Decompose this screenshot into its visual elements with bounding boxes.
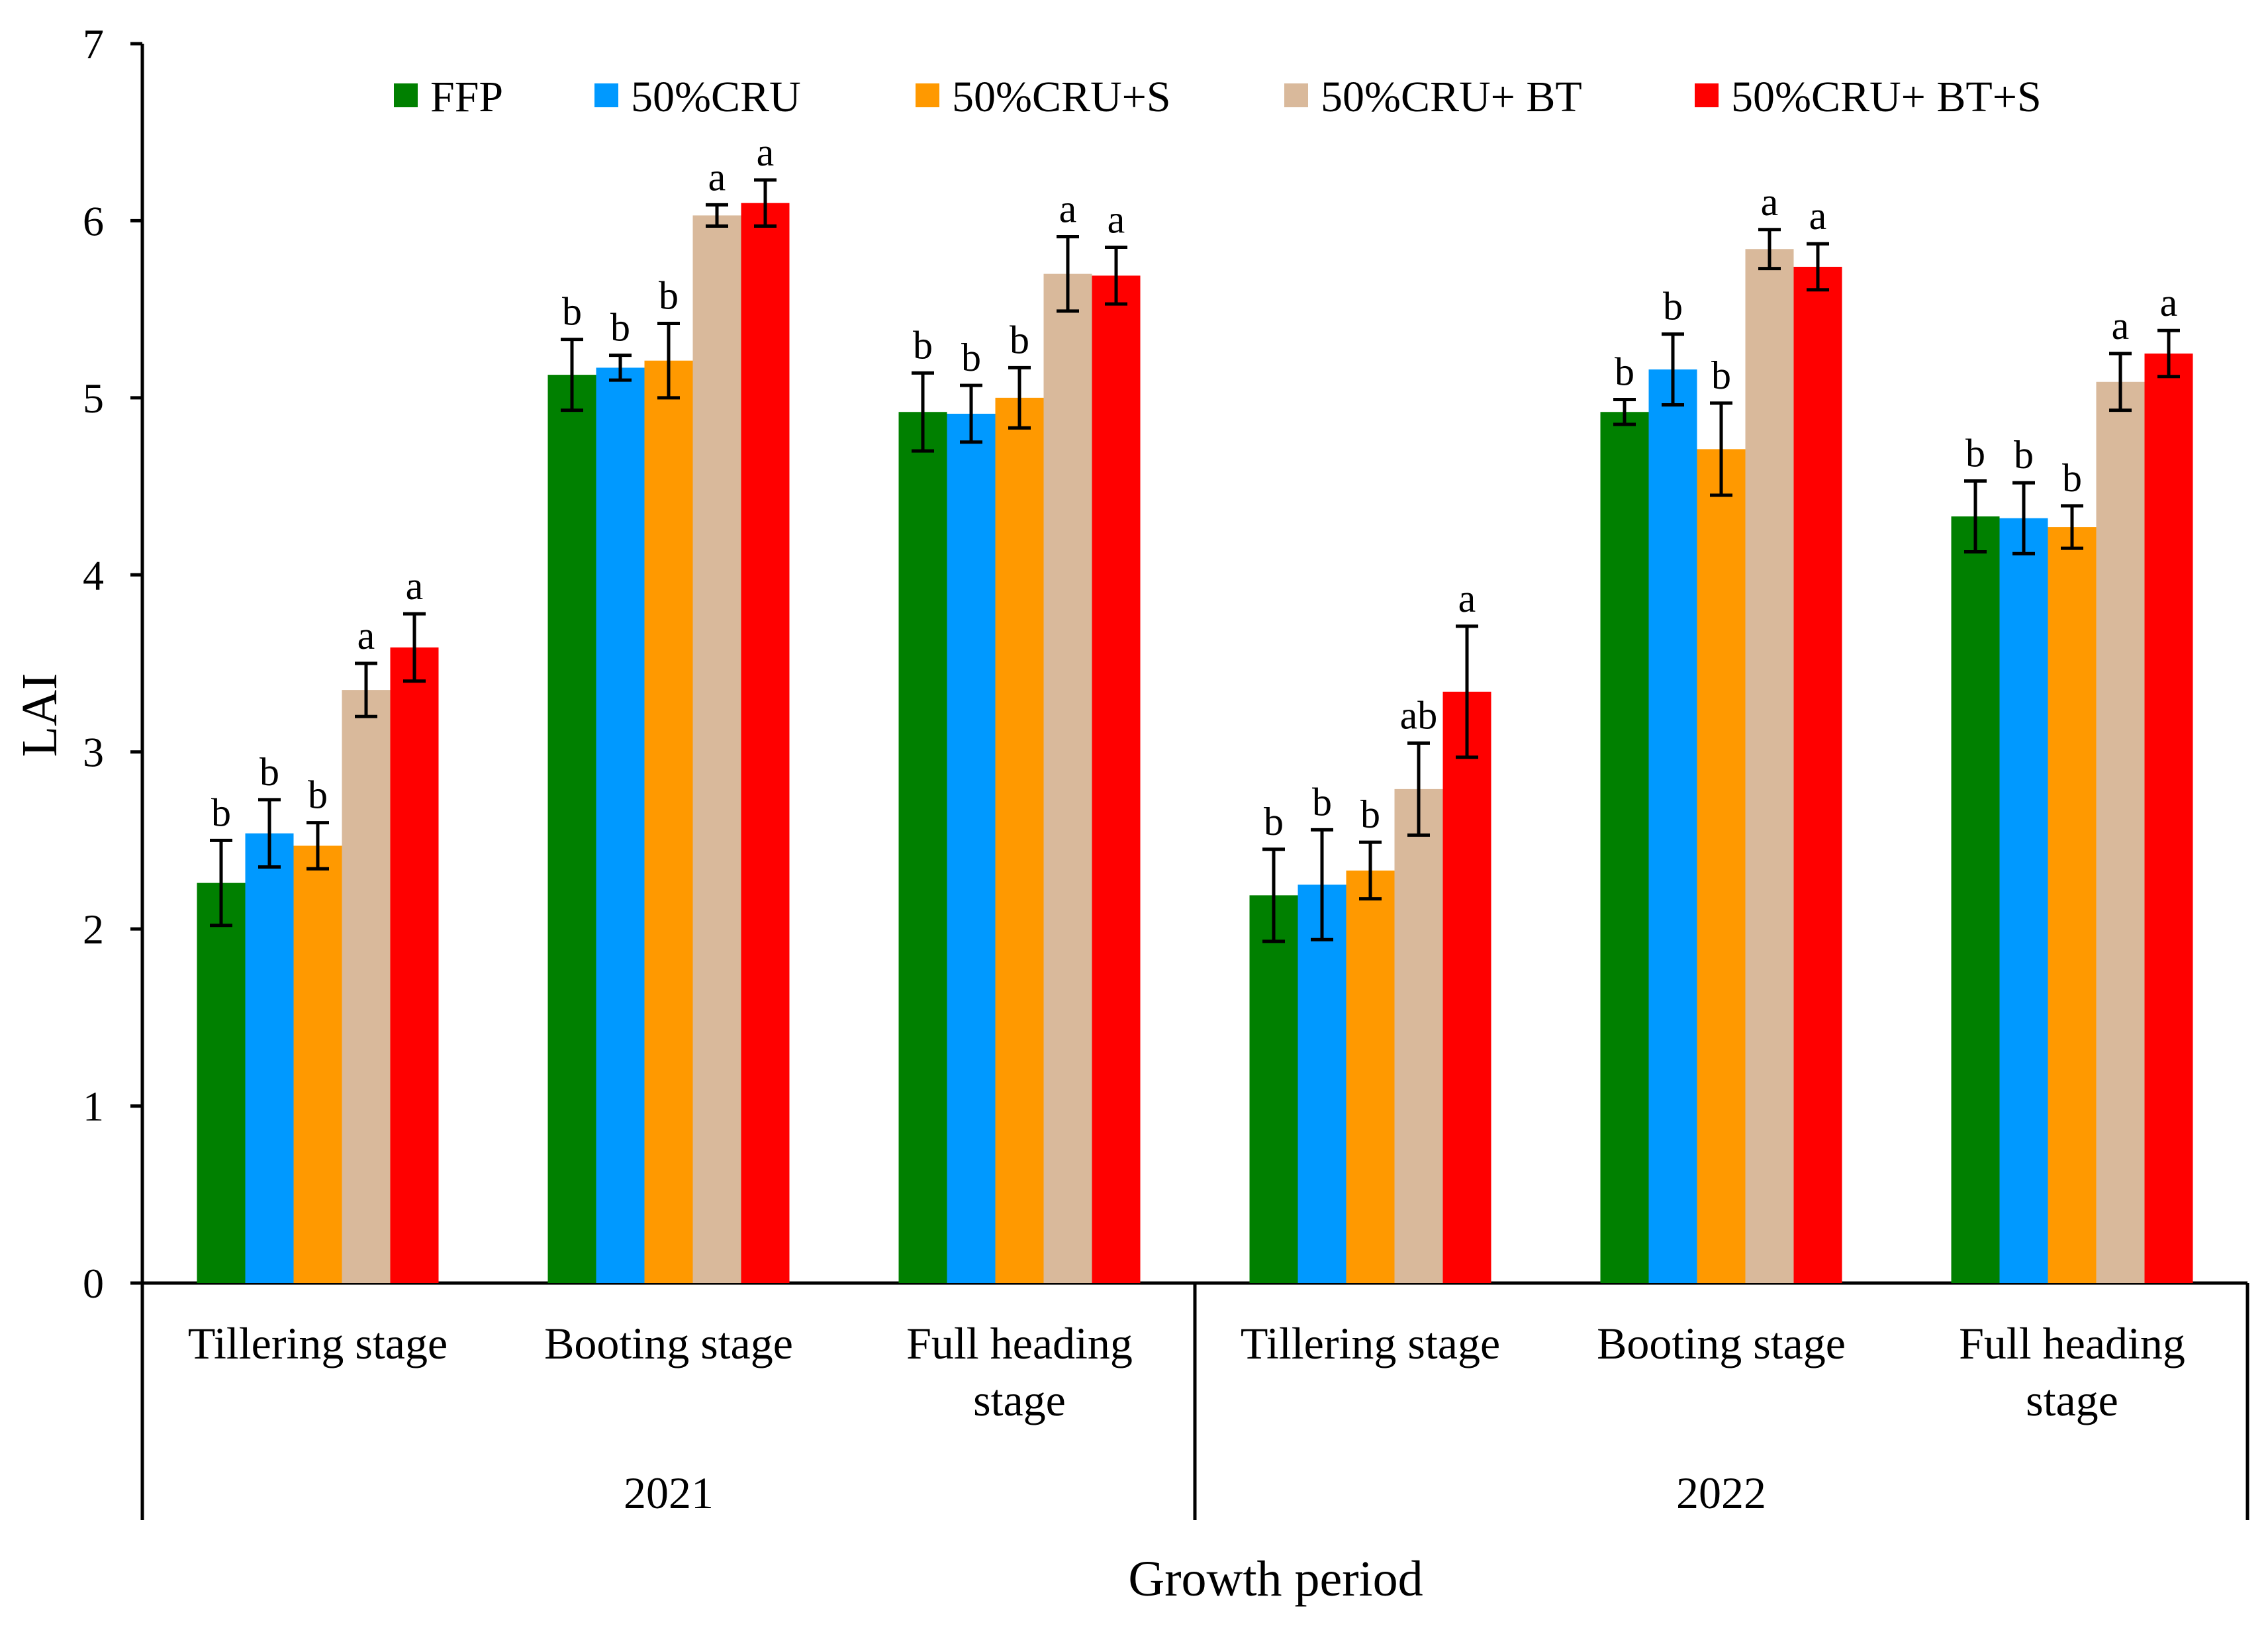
bar bbox=[1697, 449, 1746, 1284]
legend-label: 50%CRU+S bbox=[952, 73, 1171, 121]
bar bbox=[342, 690, 391, 1283]
significance-label: b bbox=[1965, 432, 1985, 475]
bar bbox=[197, 883, 246, 1283]
bar bbox=[741, 203, 790, 1284]
significance-label: ab bbox=[1400, 693, 1438, 737]
bar bbox=[2048, 527, 2097, 1283]
significance-label: b bbox=[1711, 354, 1731, 397]
significance-label: b bbox=[659, 274, 679, 318]
significance-label: a bbox=[2160, 281, 2178, 324]
category-label: Booting stage bbox=[544, 1318, 793, 1368]
y-tick-label: 5 bbox=[83, 375, 104, 422]
bar bbox=[995, 397, 1044, 1283]
bar bbox=[947, 413, 996, 1283]
significance-label: b bbox=[1010, 318, 1029, 361]
category-label: stage bbox=[2026, 1375, 2118, 1425]
y-tick-label: 6 bbox=[83, 197, 104, 244]
bar bbox=[390, 647, 439, 1283]
axes: 0 1 2 3 4 5 6 7 LAI Tillering stage Booting stage F… bbox=[12, 21, 2249, 1607]
significance-label: a bbox=[406, 564, 424, 608]
significance-label: b bbox=[2014, 433, 2034, 477]
bar bbox=[644, 360, 693, 1283]
bar bbox=[1951, 516, 2000, 1283]
bar bbox=[2144, 354, 2193, 1283]
legend-swatch bbox=[916, 83, 939, 107]
bar bbox=[1394, 789, 1443, 1283]
significance-label: b bbox=[260, 750, 279, 794]
y-axis-title: LAI bbox=[12, 673, 68, 757]
bar bbox=[1442, 691, 1491, 1283]
y-tick-label: 2 bbox=[83, 906, 104, 953]
significance-label: b bbox=[562, 290, 582, 334]
bar bbox=[1793, 266, 1842, 1284]
significance-label: b bbox=[308, 773, 328, 817]
significance-label: a bbox=[1059, 187, 1077, 230]
bar bbox=[1745, 249, 1794, 1283]
year-label: 2022 bbox=[1676, 1468, 1766, 1518]
legend: FFP 50%CRU 50%CRU+S 50%CRU+ BT 50%CRU+ BT+S bbox=[394, 73, 2042, 121]
legend-label: 50%CRU bbox=[631, 73, 801, 121]
significance-label: b bbox=[2062, 456, 2082, 500]
legend-swatch bbox=[594, 83, 618, 107]
significance-label: a bbox=[708, 155, 726, 199]
bar bbox=[2096, 381, 2145, 1283]
significance-label: b bbox=[961, 336, 981, 379]
bar bbox=[1648, 369, 1697, 1283]
significance-label: b bbox=[1312, 780, 1332, 824]
category-label: Full heading bbox=[906, 1318, 1133, 1368]
y-tick-label: 7 bbox=[83, 21, 104, 68]
legend-label: FFP bbox=[430, 73, 503, 121]
bar bbox=[1298, 885, 1347, 1283]
significance-label: b bbox=[1360, 792, 1380, 836]
bar bbox=[245, 833, 294, 1283]
bar bbox=[692, 215, 741, 1283]
bar bbox=[1092, 275, 1141, 1283]
category-label: stage bbox=[973, 1375, 1066, 1425]
error-bars bbox=[210, 178, 2180, 943]
legend-swatch bbox=[1695, 83, 1719, 107]
significance-label: b bbox=[1663, 285, 1683, 328]
legend-label: 50%CRU+ BT bbox=[1321, 73, 1582, 121]
significance-label: b bbox=[1264, 800, 1284, 843]
bar bbox=[1600, 412, 1649, 1283]
y-tick-label: 0 bbox=[83, 1260, 104, 1307]
significance-label: b bbox=[610, 306, 630, 350]
category-label: Tillering stage bbox=[188, 1318, 448, 1368]
x-axis-title: Growth period bbox=[1128, 1551, 1423, 1607]
significance-label: a bbox=[1458, 577, 1476, 620]
bar bbox=[596, 367, 645, 1283]
significance-label: b bbox=[211, 790, 231, 834]
category-label: Tillering stage bbox=[1241, 1318, 1500, 1368]
y-tick-label: 3 bbox=[83, 729, 104, 776]
legend-swatch bbox=[394, 83, 418, 107]
bar bbox=[547, 375, 596, 1283]
y-tick-label: 4 bbox=[83, 551, 104, 599]
legend-swatch bbox=[1284, 83, 1308, 107]
significance-label: a bbox=[757, 130, 775, 174]
bar bbox=[1249, 895, 1298, 1283]
bar bbox=[1043, 273, 1092, 1284]
bars bbox=[197, 203, 2193, 1284]
significance-label: a bbox=[2112, 304, 2130, 348]
y-tick-label: 1 bbox=[83, 1083, 104, 1130]
significance-label: a bbox=[1108, 198, 1125, 242]
significance-label: a bbox=[1761, 180, 1779, 224]
significance-label: b bbox=[913, 323, 933, 367]
year-label: 2021 bbox=[624, 1468, 714, 1518]
bar bbox=[1346, 870, 1395, 1283]
significance-label: b bbox=[1615, 350, 1634, 394]
category-label: Full heading bbox=[1959, 1318, 2185, 1368]
bar bbox=[293, 845, 342, 1283]
legend-label: 50%CRU+ BT+S bbox=[1731, 73, 2042, 121]
bar bbox=[1999, 518, 2048, 1284]
significance-label: a bbox=[1809, 194, 1827, 238]
bar bbox=[898, 412, 947, 1283]
category-label: Booting stage bbox=[1597, 1318, 1846, 1368]
significance-label: a bbox=[357, 614, 375, 657]
